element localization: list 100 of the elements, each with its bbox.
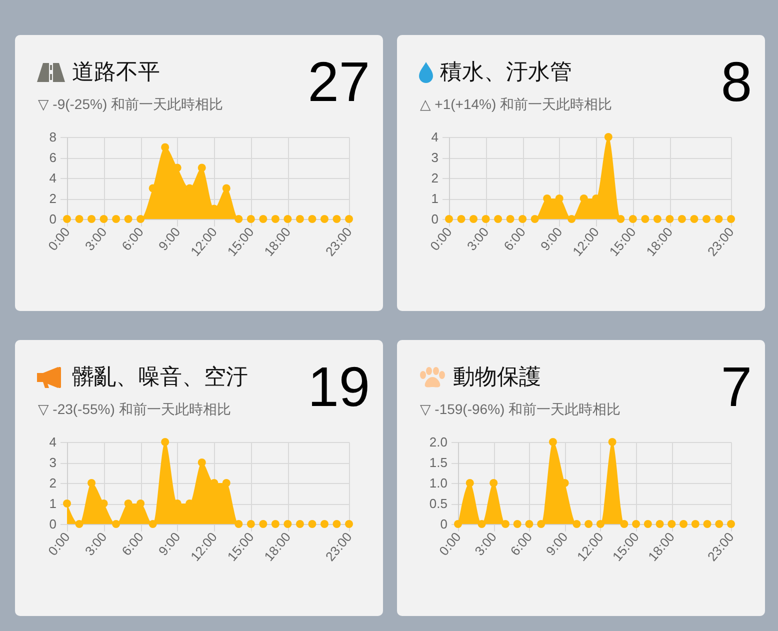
point (161, 438, 170, 446)
point (345, 520, 353, 528)
point (727, 215, 735, 223)
point (506, 215, 514, 223)
point (513, 520, 522, 528)
point (608, 438, 616, 446)
point (644, 520, 652, 528)
point (580, 194, 588, 202)
chart-subtitle: ▽ -159(-96%) 和前一天此時相比 (420, 401, 621, 418)
point (284, 215, 292, 223)
y-tick-label: 2 (431, 170, 438, 186)
point (332, 215, 341, 223)
point (666, 215, 674, 223)
point (112, 520, 120, 528)
point (490, 479, 498, 487)
point (88, 215, 96, 223)
point (715, 520, 724, 528)
chart-subtitle: ▽ -23(-55%) 和前一天此時相比 (38, 401, 231, 418)
point (308, 520, 316, 528)
point (124, 500, 132, 508)
point (136, 215, 145, 223)
point (470, 215, 478, 223)
point (680, 520, 688, 528)
y-tick-label: 0 (49, 212, 56, 226)
y-tick-label: 2 (49, 476, 56, 490)
y-tick-label: 1 (431, 191, 438, 206)
point (691, 520, 700, 528)
text: 27 (308, 50, 370, 113)
y-tick-label: 2 (49, 191, 56, 206)
point (222, 184, 230, 192)
point (530, 215, 539, 223)
point (63, 500, 71, 508)
text: 8 (720, 50, 752, 113)
point (345, 215, 353, 223)
point (478, 520, 486, 528)
point (628, 215, 637, 223)
y-tick-label: 3 (49, 455, 56, 470)
point (568, 215, 576, 223)
point (656, 520, 664, 528)
point (332, 520, 341, 528)
point (320, 215, 328, 223)
point (494, 215, 502, 223)
point (112, 215, 120, 223)
point (537, 520, 546, 528)
x-tick-label: 0:00 (45, 529, 73, 558)
point (525, 520, 534, 528)
point (234, 520, 243, 528)
point (653, 215, 662, 223)
point (198, 164, 206, 172)
point (457, 215, 466, 223)
point (75, 520, 84, 528)
point (75, 215, 84, 223)
point (296, 215, 304, 223)
chart-title: 髒亂、噪音、空汙 (72, 364, 248, 390)
point (466, 479, 474, 487)
point (296, 520, 304, 528)
x-tick-label: 6:00 (500, 224, 528, 254)
point (136, 500, 145, 508)
y-tick-label: 3 (431, 150, 438, 165)
point (690, 215, 698, 223)
point (703, 520, 712, 528)
point (259, 215, 268, 223)
y-tick-label: 0 (431, 212, 438, 226)
point (222, 479, 230, 487)
point (702, 215, 710, 223)
point (596, 520, 604, 528)
y-tick-label: 1 (49, 496, 56, 511)
y-tick-label: 2.0 (429, 434, 448, 450)
y-tick-label: 0 (49, 516, 56, 532)
x-tick-label: 0:00 (45, 224, 73, 254)
point (632, 520, 640, 528)
point (501, 520, 510, 528)
point (482, 215, 490, 223)
point (308, 215, 316, 223)
point (454, 520, 462, 528)
text: 7 (720, 355, 752, 418)
y-tick-label: 4 (49, 170, 56, 186)
point (246, 520, 255, 528)
y-tick-label: 4 (431, 130, 438, 144)
y-tick-label: 6 (49, 150, 56, 165)
point (548, 438, 557, 446)
point (246, 215, 255, 223)
point (271, 520, 280, 528)
point (572, 520, 581, 528)
point (320, 520, 328, 528)
y-tick-label: 4 (49, 434, 56, 450)
point (641, 215, 650, 223)
point (620, 520, 628, 528)
x-tick-label: 6:00 (118, 224, 146, 254)
point (584, 520, 593, 528)
y-tick-label: 1.5 (429, 455, 448, 470)
point (124, 215, 132, 223)
point (63, 215, 71, 223)
point (518, 215, 527, 223)
chart-title: 動物保護 (453, 364, 541, 390)
point (555, 194, 564, 202)
point (100, 215, 108, 223)
point (678, 215, 686, 223)
x-tick-label: 0:00 (436, 529, 464, 558)
point (714, 215, 723, 223)
